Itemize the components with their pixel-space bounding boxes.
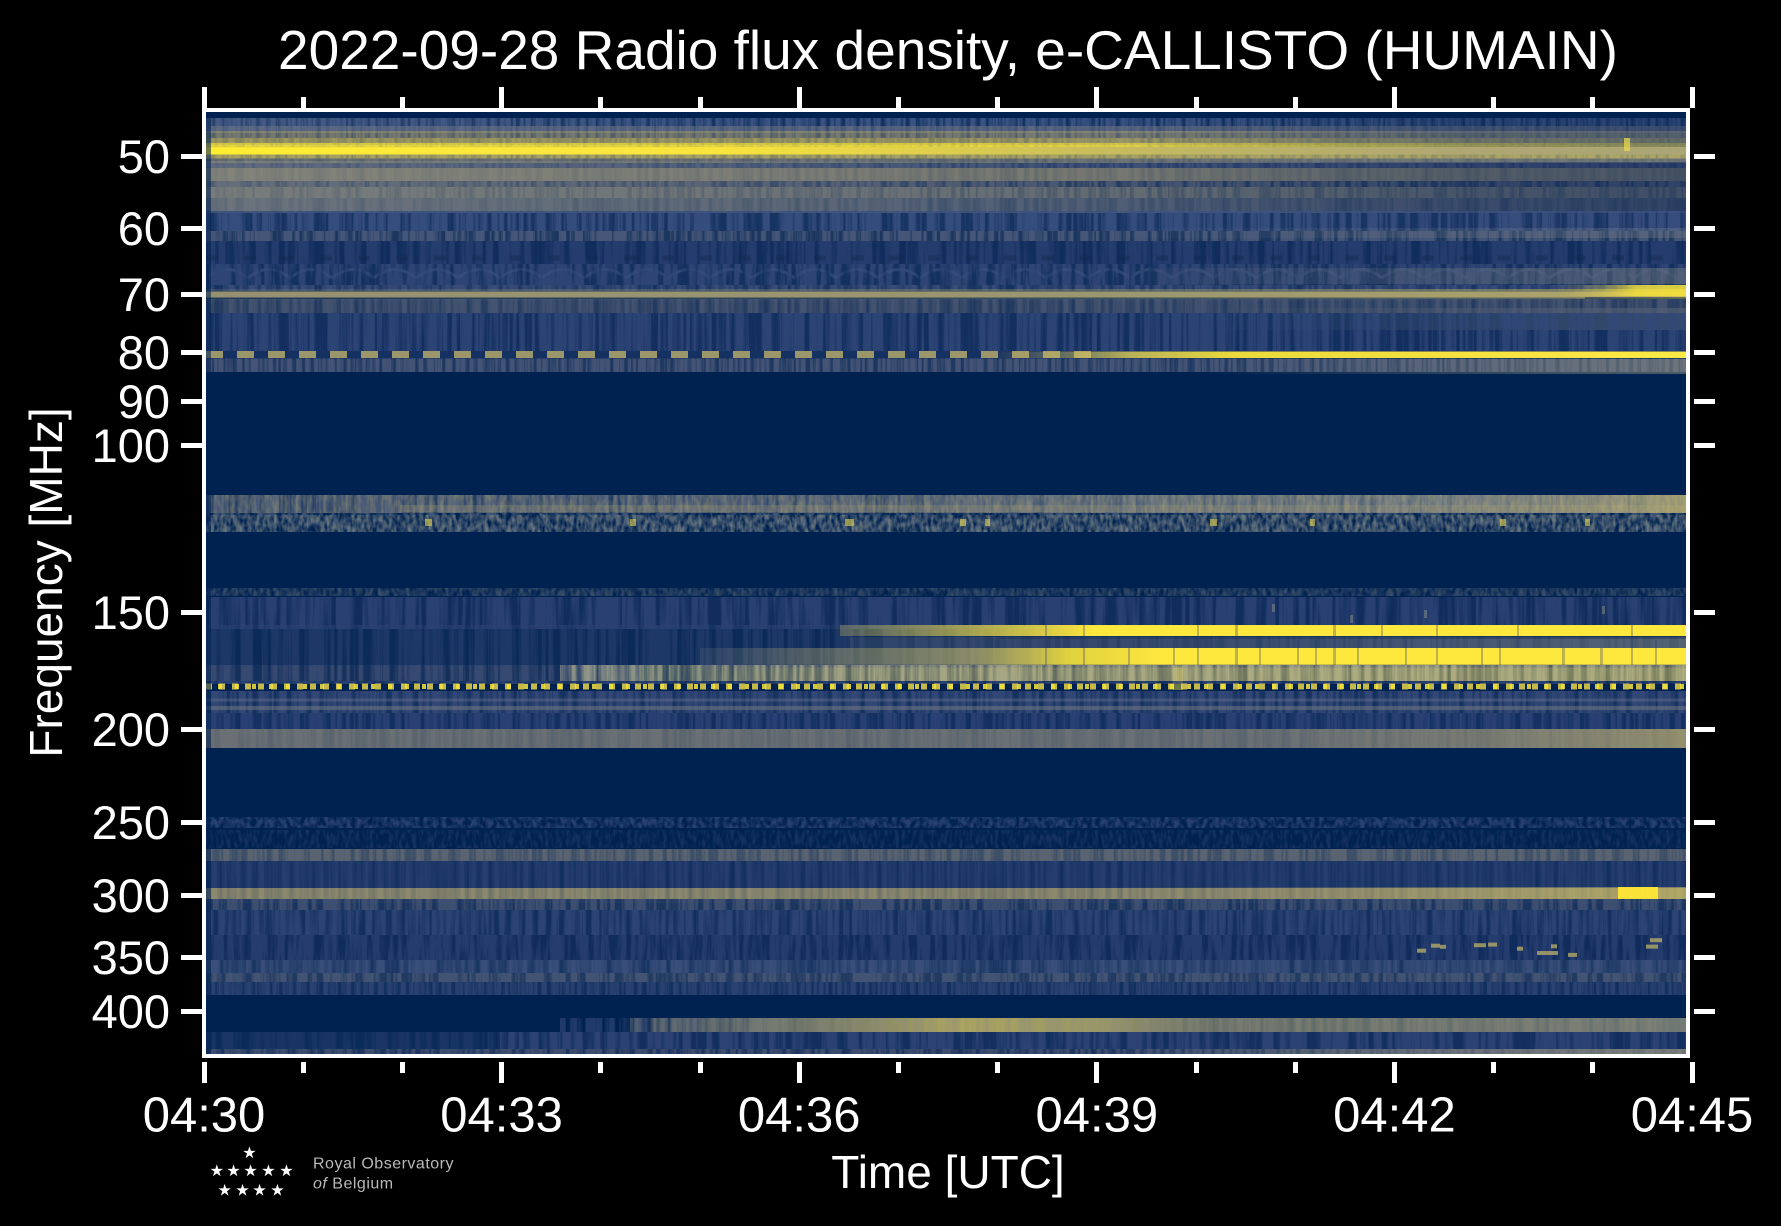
svg-text:★: ★ (235, 1182, 249, 1199)
svg-text:04:39: 04:39 (1035, 1089, 1158, 1143)
svg-text:2022-09-28 Radio flux density,: 2022-09-28 Radio flux density, e-CALLIST… (278, 19, 1618, 81)
svg-text:50: 50 (118, 130, 170, 183)
svg-text:★: ★ (242, 1145, 256, 1162)
svg-text:04:45: 04:45 (1631, 1089, 1754, 1143)
svg-text:04:33: 04:33 (440, 1089, 563, 1143)
svg-text:Time [UTC]: Time [UTC] (831, 1146, 1064, 1198)
svg-text:★: ★ (261, 1163, 275, 1180)
svg-text:★: ★ (218, 1182, 232, 1199)
svg-text:250: 250 (92, 796, 170, 849)
svg-text:★: ★ (210, 1163, 224, 1180)
svg-text:150: 150 (92, 586, 170, 639)
svg-text:★: ★ (270, 1182, 284, 1199)
svg-text:350: 350 (92, 931, 170, 984)
svg-text:70: 70 (118, 268, 170, 321)
svg-text:04:36: 04:36 (738, 1089, 861, 1143)
svg-text:★: ★ (226, 1163, 240, 1180)
svg-text:04:42: 04:42 (1333, 1089, 1456, 1143)
svg-text:of Belgium: of Belgium (313, 1176, 394, 1193)
svg-text:04:30: 04:30 (143, 1089, 266, 1143)
svg-text:200: 200 (92, 703, 170, 756)
svg-text:Royal Observatory: Royal Observatory (313, 1156, 454, 1173)
svg-text:400: 400 (92, 985, 170, 1038)
svg-text:80: 80 (118, 326, 170, 379)
svg-text:★: ★ (279, 1163, 293, 1180)
svg-text:100: 100 (92, 419, 170, 472)
svg-text:★: ★ (252, 1182, 266, 1199)
svg-text:★: ★ (243, 1163, 257, 1180)
svg-text:60: 60 (118, 202, 170, 255)
svg-text:90: 90 (118, 375, 170, 428)
svg-text:300: 300 (92, 869, 170, 922)
svg-text:Frequency [MHz]: Frequency [MHz] (20, 407, 72, 757)
